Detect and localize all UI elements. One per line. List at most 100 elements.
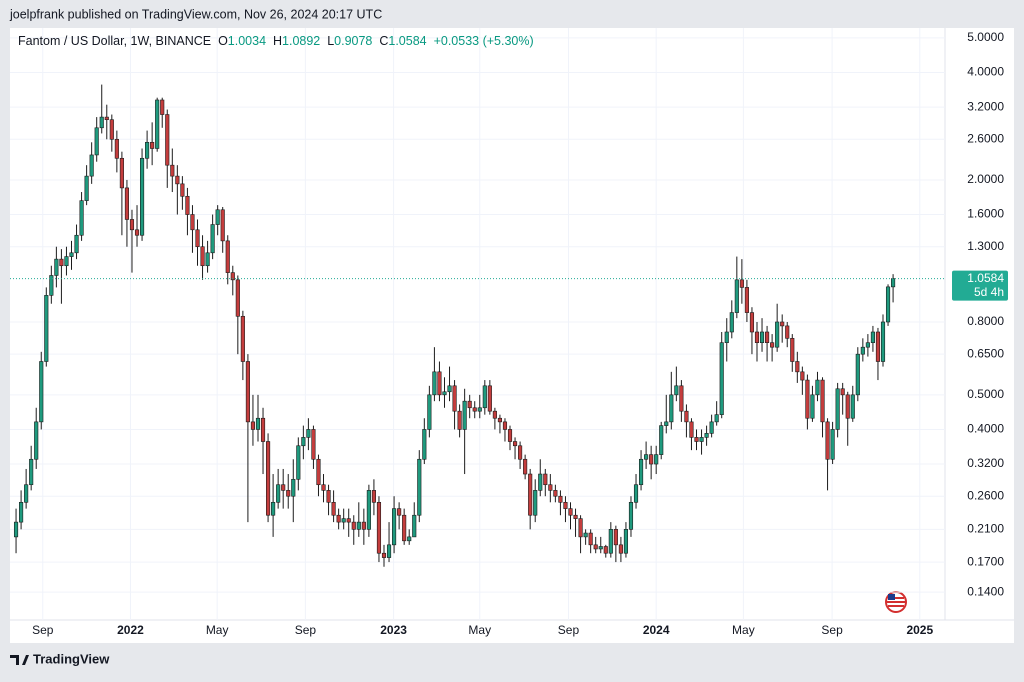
x-tick-label: 2024 [643, 623, 670, 637]
candle-body [296, 445, 301, 480]
y-tick-label: 0.5000 [967, 387, 1004, 401]
candle-body [825, 421, 830, 460]
ohlc-value: 0.9078 [334, 34, 373, 48]
candle-body [759, 331, 765, 343]
candle-body [588, 532, 593, 546]
candle-body [638, 458, 644, 486]
candle-body [331, 501, 336, 516]
y-tick-label: 5.0000 [967, 30, 1004, 44]
brand-logo [10, 655, 29, 665]
candle-body [351, 521, 356, 530]
candle-body [709, 421, 714, 434]
x-tick-label: Sep [821, 623, 843, 637]
candle-body [805, 379, 810, 419]
candle-body [402, 514, 407, 542]
candle-body [336, 514, 341, 523]
candle-body [860, 346, 865, 355]
candle-body [770, 342, 775, 348]
x-tick-label: May [206, 623, 229, 637]
candle-body [170, 164, 175, 177]
candle-body [119, 157, 124, 189]
countdown-label: 5d 4h [974, 285, 1004, 299]
candle-body [200, 246, 205, 267]
candle-body [649, 454, 654, 465]
candle-body [225, 240, 230, 273]
candle-body [704, 433, 709, 438]
candle-body [255, 417, 261, 430]
candle-body [694, 437, 699, 442]
candle-body [644, 454, 649, 460]
ohlc-value: 1.0034 [227, 34, 267, 48]
candle-body [512, 441, 518, 447]
candle-body [835, 388, 840, 430]
last-price-tag [952, 270, 1008, 301]
candle-body [346, 518, 351, 523]
x-tick-label: Sep [32, 623, 54, 637]
candle-body [875, 331, 881, 362]
candle-body [185, 195, 190, 215]
candle-body [392, 508, 397, 546]
candle-body [502, 421, 508, 430]
candle-body [810, 394, 815, 419]
candle-body [266, 441, 271, 516]
candle-body [492, 410, 497, 419]
y-tick-label: 0.1700 [967, 554, 1004, 568]
candle-body [633, 484, 639, 503]
candle-body [553, 490, 558, 497]
candle-body [734, 279, 739, 313]
candle-body [386, 544, 392, 558]
candle-body [205, 252, 210, 267]
candle-body [139, 157, 145, 236]
candle-body [150, 141, 155, 149]
candle-body [250, 421, 256, 430]
y-tick-label: 0.6500 [967, 346, 1004, 360]
candle-body [795, 361, 800, 373]
candle-body [432, 371, 437, 396]
candle-body [714, 414, 719, 423]
candle-body [775, 321, 780, 348]
candle-body [145, 141, 150, 159]
candle-body [104, 116, 109, 120]
candle-body [674, 385, 679, 396]
candle-body [180, 183, 185, 197]
x-tick-label: 2022 [117, 623, 144, 637]
candle-body [880, 321, 886, 362]
ohlc-prefix: C [379, 34, 389, 48]
candle-body [341, 518, 346, 523]
ohlc-prefix: L [327, 34, 335, 48]
candle-body [220, 209, 225, 242]
candle-body [628, 501, 634, 530]
chart-area [10, 28, 1014, 643]
candle-body [603, 546, 608, 554]
candle-body [583, 532, 588, 538]
candle-body [689, 421, 694, 438]
candle-body [654, 454, 659, 465]
candle-body [820, 379, 825, 423]
ohlc-prefix: O [218, 34, 228, 48]
y-tick-label: 3.2000 [967, 99, 1004, 113]
candle-body [155, 99, 160, 149]
candle-body [790, 338, 795, 362]
y-tick-label: 0.1400 [967, 584, 1004, 598]
candle-body [785, 325, 790, 339]
candle-body [215, 209, 220, 225]
y-tick-label: 1.3000 [967, 239, 1004, 253]
candle-body [754, 331, 760, 343]
candle-body [482, 385, 487, 409]
candle-body [165, 114, 170, 166]
candle-body [845, 394, 850, 419]
candle-body [84, 175, 89, 201]
flag-icon [885, 591, 907, 613]
candle-body [523, 458, 528, 475]
candle-body [593, 544, 598, 550]
candle-body [230, 272, 235, 281]
candle-body [487, 385, 492, 412]
candle-body [306, 429, 311, 438]
candle-body [669, 394, 674, 423]
candle-body [891, 278, 896, 288]
candle-body [376, 501, 382, 554]
candle-body [74, 234, 79, 254]
y-tick-label: 2.0000 [967, 172, 1004, 186]
candle-body [356, 521, 361, 530]
